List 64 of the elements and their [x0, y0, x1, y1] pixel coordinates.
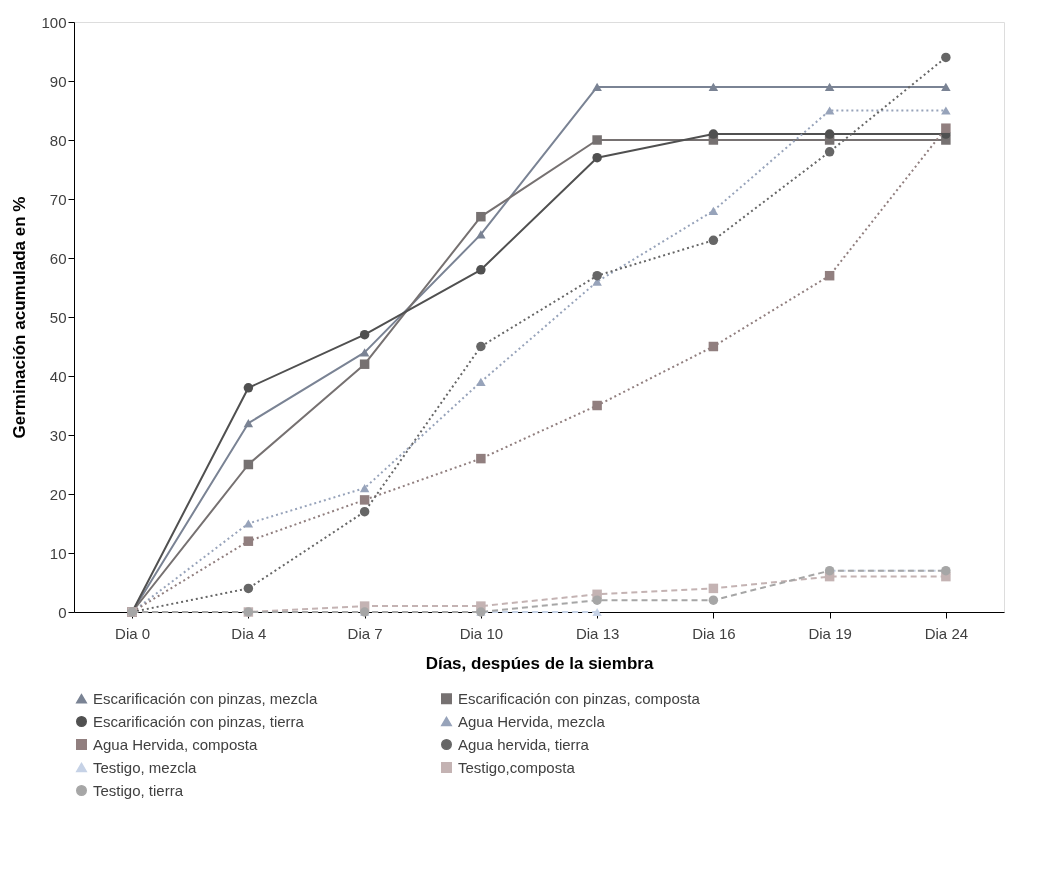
- y-tick-label: 10: [49, 544, 67, 562]
- x-tick-label: Dia 16: [692, 624, 736, 642]
- point: [359, 329, 370, 340]
- x-tick-label: Dia 13: [575, 624, 620, 642]
- point: [359, 495, 370, 505]
- y-tick-label: 30: [49, 426, 67, 444]
- point: [476, 453, 486, 464]
- x-tick-label: Dia 10: [459, 624, 504, 642]
- point: [824, 129, 835, 139]
- point: [708, 583, 719, 594]
- point: [592, 270, 602, 281]
- legend-label: Escarificación con pinzas, mezcla: [93, 689, 318, 707]
- point: [824, 106, 835, 115]
- point: [824, 147, 835, 157]
- point: [708, 595, 719, 605]
- y-tick-label: 90: [49, 72, 67, 90]
- point: [592, 607, 602, 617]
- point: [476, 377, 486, 387]
- point: [941, 52, 951, 63]
- point: [243, 383, 254, 393]
- x-tick-label: Dia 4: [231, 624, 267, 642]
- y-tick-label: 80: [49, 131, 67, 149]
- x-tick-label: Dia 0: [115, 624, 151, 642]
- point: [592, 135, 602, 145]
- x-tick-label: Dia 19: [808, 624, 852, 642]
- point: [476, 341, 486, 352]
- y-tick-label: 100: [41, 13, 67, 31]
- point: [359, 483, 370, 493]
- point: [476, 211, 486, 222]
- point: [592, 400, 602, 411]
- x-tick-label: Dia 24: [924, 624, 969, 642]
- point: [708, 129, 719, 139]
- legend-label: Testigo, tierra: [93, 781, 184, 799]
- y-tick-label: 70: [49, 190, 67, 208]
- point: [359, 506, 370, 517]
- point: [941, 123, 951, 133]
- legend-label: Escarificación con pinzas, composta: [458, 689, 701, 707]
- point: [708, 206, 719, 215]
- y-tick-label: 50: [49, 308, 67, 326]
- point: [592, 595, 602, 605]
- y-tick-label: 60: [49, 249, 67, 267]
- legend-label: Agua Hervida, composta: [93, 735, 258, 753]
- point: [243, 536, 254, 546]
- x-axis-title: Días, despúes de la siembra: [425, 653, 654, 673]
- point: [592, 152, 602, 163]
- y-tick-label: 0: [58, 603, 67, 621]
- legend-label: Testigo, mezcla: [93, 758, 198, 776]
- point: [708, 235, 719, 246]
- point: [824, 270, 835, 281]
- legend-label: Testigo,composta: [458, 758, 576, 776]
- point: [243, 519, 254, 528]
- x-tick-label: Dia 7: [347, 624, 383, 642]
- legend-label: Agua Hervida, mezcla: [458, 712, 606, 730]
- legend-label: Agua hervida, tierra: [458, 735, 590, 753]
- y-tick-label: 20: [49, 485, 67, 503]
- y-tick-label: 40: [49, 367, 67, 385]
- point: [476, 265, 486, 275]
- legend-label: Escarificación con pinzas, tierra: [93, 712, 305, 730]
- point: [243, 583, 254, 594]
- y-axis-title: Germinación acumulada en %: [10, 196, 30, 439]
- point: [941, 106, 951, 115]
- point: [708, 341, 719, 352]
- point: [359, 359, 370, 369]
- point: [243, 459, 254, 470]
